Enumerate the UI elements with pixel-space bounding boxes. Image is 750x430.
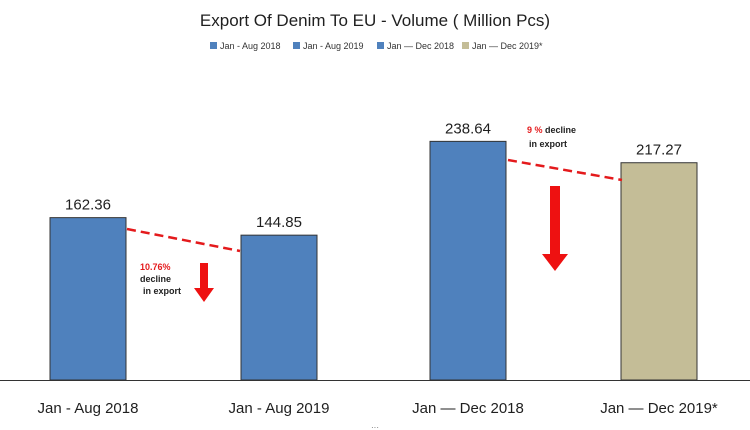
legend-swatch-1 <box>293 42 300 49</box>
bar-0 <box>49 217 127 381</box>
bar-1 <box>240 234 318 381</box>
legend-label-1: Jan - Aug 2019 <box>303 41 364 51</box>
trend-line-aug <box>126 227 241 253</box>
value-label-2: 238.64 <box>445 120 491 137</box>
decline-annotation-aug: 10.76% decline in export <box>140 262 214 302</box>
legend-label-2: Jan — Dec 2018 <box>387 41 454 51</box>
down-arrow-icon-aug <box>194 263 214 302</box>
down-arrow-icon-dec <box>542 186 568 271</box>
decline-percent-dec: 9 % <box>527 125 543 135</box>
in-export-text-aug: in export <box>143 286 181 296</box>
bar-2 <box>429 140 507 381</box>
decline-text-aug: decline <box>140 274 171 284</box>
legend-label-0: Jan - Aug 2018 <box>220 41 281 51</box>
decline-percent-aug: 10.76% <box>140 262 171 272</box>
tick-label-0: Jan - Aug 2018 <box>38 400 139 417</box>
legend-swatch-3 <box>462 42 469 49</box>
value-label-1: 144.85 <box>256 214 302 231</box>
tick-label-3: Jan — Dec 2019* <box>600 400 718 417</box>
legend-label-3: Jan — Dec 2019* <box>472 41 543 51</box>
legend-swatch-0 <box>210 42 217 49</box>
trend-line-dec <box>507 158 623 182</box>
decline-annotation-dec: 9 % decline in export <box>527 125 576 271</box>
tick-label-1: Jan - Aug 2019 <box>229 400 330 417</box>
chart-title: Export Of Denim To EU - Volume ( Million… <box>200 11 550 30</box>
value-label-0: 162.36 <box>65 197 111 214</box>
in-export-text-dec: in export <box>529 139 567 149</box>
legend-swatch-2 <box>377 42 384 49</box>
bars-group <box>49 140 698 381</box>
tick-label-2: Jan — Dec 2018 <box>412 400 524 417</box>
value-labels: 162.36 144.85 238.64 217.27 <box>65 120 682 231</box>
bar-3 <box>620 162 698 381</box>
legend: Jan - Aug 2018 Jan - Aug 2019 Jan — Dec … <box>210 41 543 51</box>
value-label-3: 217.27 <box>636 142 682 159</box>
decline-text-dec: decline <box>545 125 576 135</box>
tick-labels: Jan - Aug 2018 Jan - Aug 2019 Jan — Dec … <box>38 400 718 417</box>
resize-handle-icon[interactable]: ··· <box>371 423 379 430</box>
